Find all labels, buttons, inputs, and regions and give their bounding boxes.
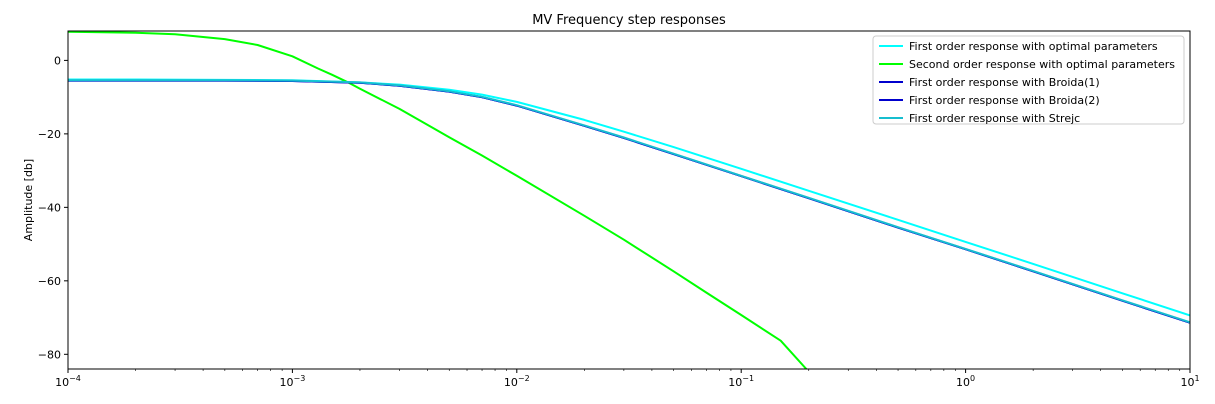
y-tick-label: 0 — [54, 54, 61, 67]
chart-title: MV Frequency step responses — [532, 13, 726, 28]
x-tick-label: 10−4 — [55, 374, 81, 389]
x-tick-label: 101 — [1180, 374, 1199, 389]
x-axis: 10−4 10−3 10−2 10−1 100 101 — [55, 369, 1200, 389]
legend-label: First order response with optimal parame… — [909, 40, 1158, 53]
legend-label: First order response with Strejc — [909, 112, 1080, 125]
legend-label: First order response with Broida(1) — [909, 76, 1100, 89]
x-tick-label: 10−3 — [280, 374, 306, 389]
legend-label: Second order response with optimal param… — [909, 58, 1175, 71]
y-axis: 0 −20 −40 −60 −80 — [38, 54, 68, 361]
y-tick-label: −60 — [38, 275, 61, 288]
legend: First order response with optimal parame… — [872, 35, 1185, 125]
y-tick-label: −20 — [38, 128, 61, 141]
y-axis-label: Amplitude [db] — [22, 159, 35, 241]
series-layer — [68, 31, 1190, 369]
series-line-5 — [68, 79, 1190, 324]
legend-label: First order response with Broida(2) — [909, 94, 1100, 107]
y-tick-label: −40 — [38, 201, 61, 214]
y-tick-label: −80 — [38, 348, 61, 361]
x-tick-label: 100 — [956, 374, 975, 389]
series-line-2 — [68, 31, 808, 369]
x-tick-label: 10−2 — [504, 374, 530, 389]
x-tick-label: 10−1 — [728, 374, 754, 389]
plot-frame — [67, 30, 1191, 370]
legend-frame — [872, 35, 1185, 125]
